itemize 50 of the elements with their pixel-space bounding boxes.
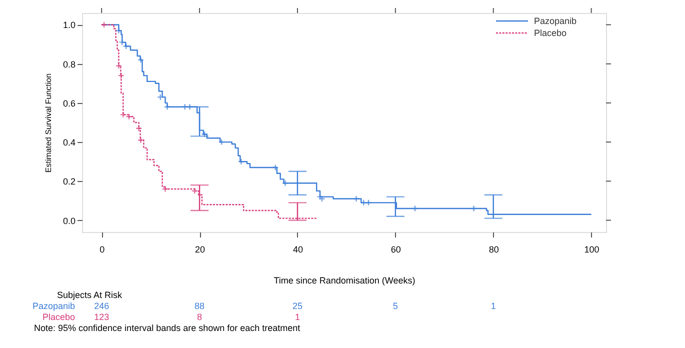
point <box>118 38 126 46</box>
text: 123 8 1 <box>94 312 300 322</box>
y-axis-title: Estimated Survival Function <box>44 73 53 173</box>
point <box>118 72 125 79</box>
legend-label: Pazopanib <box>534 16 577 26</box>
y-tick-label: 0.4 <box>62 138 76 148</box>
point <box>162 186 169 192</box>
point <box>272 164 279 171</box>
x-axis-title: Time since Randomisation (Weeks) <box>274 276 416 286</box>
point <box>164 104 171 110</box>
point <box>360 199 367 206</box>
x-tick-label: 20 <box>195 244 206 254</box>
point <box>186 104 194 110</box>
point <box>218 138 225 146</box>
x-tick-label: 0 <box>100 244 105 254</box>
point <box>182 104 188 110</box>
x-tick-label: 80 <box>488 244 499 254</box>
legend-label: Placebo <box>534 28 567 38</box>
point <box>122 42 130 50</box>
point <box>318 195 326 202</box>
point <box>412 205 418 212</box>
point <box>352 195 360 202</box>
y-tick-label: 0.2 <box>62 176 76 187</box>
point <box>316 193 324 200</box>
y-tick-label: 0.0 <box>62 216 76 226</box>
text: Placebo <box>42 312 75 322</box>
point <box>137 56 144 64</box>
point <box>115 62 122 70</box>
y-tick-label: 0.6 <box>62 98 76 108</box>
point <box>282 180 289 186</box>
x-tick-label: 100 <box>584 244 600 254</box>
text: Note: 95% confidence interval bands are shown for each treatment <box>34 323 301 333</box>
text: 246 88 25 5 1 <box>94 301 496 311</box>
y-tick-label: 0.8 <box>62 59 76 70</box>
point <box>115 27 122 34</box>
point <box>238 158 244 165</box>
x-tick-label: 60 <box>390 244 401 254</box>
point <box>120 111 126 118</box>
point <box>365 199 372 206</box>
point <box>157 94 164 100</box>
point <box>470 205 478 212</box>
point <box>191 188 198 194</box>
y-tick-label: 1.0 <box>62 20 76 30</box>
point <box>126 113 132 120</box>
point <box>137 136 144 144</box>
x-tick-label: 40 <box>292 244 303 254</box>
point <box>100 21 108 28</box>
point <box>135 125 142 132</box>
text: Pazopanib <box>32 301 75 311</box>
text: Subjects At Risk <box>57 290 123 300</box>
